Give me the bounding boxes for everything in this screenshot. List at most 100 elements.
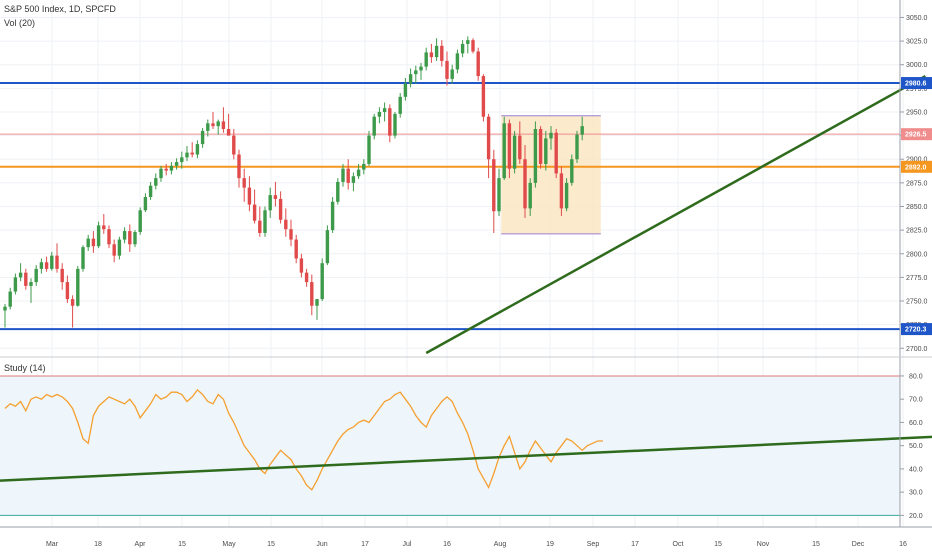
date-tick-label: Aug — [494, 541, 507, 548]
candle-body — [169, 165, 174, 171]
candle-body — [50, 255, 54, 269]
candle-body — [216, 121, 220, 127]
candle-body — [304, 272, 309, 283]
candle-body — [502, 123, 506, 179]
candle-body — [403, 83, 408, 97]
study-tick-label: 80.0 — [909, 373, 923, 380]
date-tick-label: Mar — [46, 541, 59, 548]
candle-body — [372, 116, 376, 136]
candle-body — [388, 108, 392, 136]
price-tick-label: 2825.0 — [906, 228, 928, 235]
candle-body — [273, 195, 278, 199]
study-label: Study (14) — [4, 363, 46, 373]
candle-body — [294, 239, 298, 259]
price-tick-label: 2950.0 — [906, 109, 928, 116]
candle-body — [55, 255, 59, 269]
candle-body — [476, 51, 480, 77]
candle-body — [268, 195, 272, 211]
date-axis: Mar 18 Apr 15 May 15 Jun 17 Jul 16 Aug 19 Sep 17 Oct 15… — [46, 541, 907, 548]
candle-body — [507, 123, 512, 169]
date-tick-label: 15 — [812, 541, 820, 548]
candle-body — [195, 144, 200, 155]
price-tick-label: 3000.0 — [906, 62, 928, 69]
candle-body — [159, 168, 163, 179]
candle-body — [180, 157, 184, 163]
study-tick-label: 20.0 — [909, 513, 923, 520]
price-tick-label: 2800.0 — [906, 251, 928, 258]
candle-body — [320, 263, 324, 300]
candle-body — [148, 185, 153, 198]
candle-body — [226, 128, 231, 136]
candle-body — [289, 229, 293, 240]
candle-body — [44, 262, 49, 269]
candle-body — [13, 277, 18, 292]
candle-body — [544, 138, 548, 164]
price-pane[interactable] — [0, 36, 927, 355]
date-tick-label: Apr — [135, 541, 147, 548]
price-trendline[interactable] — [425, 74, 927, 355]
candle-body — [154, 178, 158, 186]
candle-body — [91, 238, 96, 247]
candle-body — [8, 291, 12, 307]
price-tick-label: 2975.0 — [906, 86, 928, 93]
candle-body — [497, 178, 501, 212]
date-tick-label: 16 — [899, 541, 907, 548]
candle-body — [455, 53, 460, 70]
date-tick-label: 17 — [361, 541, 369, 548]
candle-body — [492, 159, 496, 212]
candle-body — [570, 159, 574, 183]
study-tick-label: 60.0 — [909, 420, 923, 427]
candle-body — [330, 201, 335, 231]
price-tick-label: 2850.0 — [906, 204, 928, 211]
date-tick-label: Jun — [316, 541, 327, 548]
candle-body — [112, 244, 116, 256]
level-tag — [901, 128, 932, 141]
candle-body — [138, 210, 142, 233]
candle-body — [252, 204, 257, 221]
candle-body — [377, 111, 382, 117]
candle-body — [434, 45, 439, 58]
candle-body — [398, 96, 402, 114]
candle-body — [60, 268, 64, 283]
candle-body — [559, 173, 564, 209]
date-tick-label: 15 — [714, 541, 722, 548]
candle-body — [575, 134, 579, 160]
candle-body — [200, 130, 205, 145]
candle-body — [107, 229, 111, 245]
candle-body — [356, 169, 361, 177]
candle-body — [211, 123, 215, 127]
level-tag-label: 2980.6 — [905, 81, 927, 88]
study-tick-label: 70.0 — [909, 397, 923, 404]
level-tag-label: 2926.5 — [905, 132, 927, 139]
candle-body — [263, 210, 267, 233]
candle-body — [440, 45, 444, 61]
candle-body — [382, 108, 387, 112]
candle-body — [96, 225, 101, 247]
study-trendline[interactable] — [0, 434, 932, 483]
candle-body — [128, 231, 132, 245]
candle-body — [232, 135, 236, 155]
price-axis: 3050.03025.03000.02975.02950.02925.02900… — [0, 0, 932, 528]
level-tag — [901, 323, 932, 336]
date-tick-label: 15 — [178, 541, 186, 548]
candle-body — [18, 272, 23, 278]
candle-body — [190, 152, 194, 155]
candle-body — [564, 182, 569, 209]
study-pane[interactable] — [0, 375, 932, 516]
candle-body — [242, 178, 246, 188]
candle-body — [528, 182, 532, 209]
study-tick-label: 30.0 — [909, 490, 923, 497]
candle-body — [143, 197, 148, 211]
candle-body — [122, 231, 127, 240]
candle-body — [24, 272, 28, 286]
study-line[interactable] — [4, 388, 603, 491]
candle-body — [341, 168, 345, 182]
candle-body — [39, 262, 44, 269]
candle-body — [408, 74, 413, 84]
candle-body — [351, 176, 356, 183]
volume-label: Vol (20) — [4, 18, 35, 28]
study-tick-label: 40.0 — [909, 466, 923, 473]
level-tag — [901, 160, 932, 173]
